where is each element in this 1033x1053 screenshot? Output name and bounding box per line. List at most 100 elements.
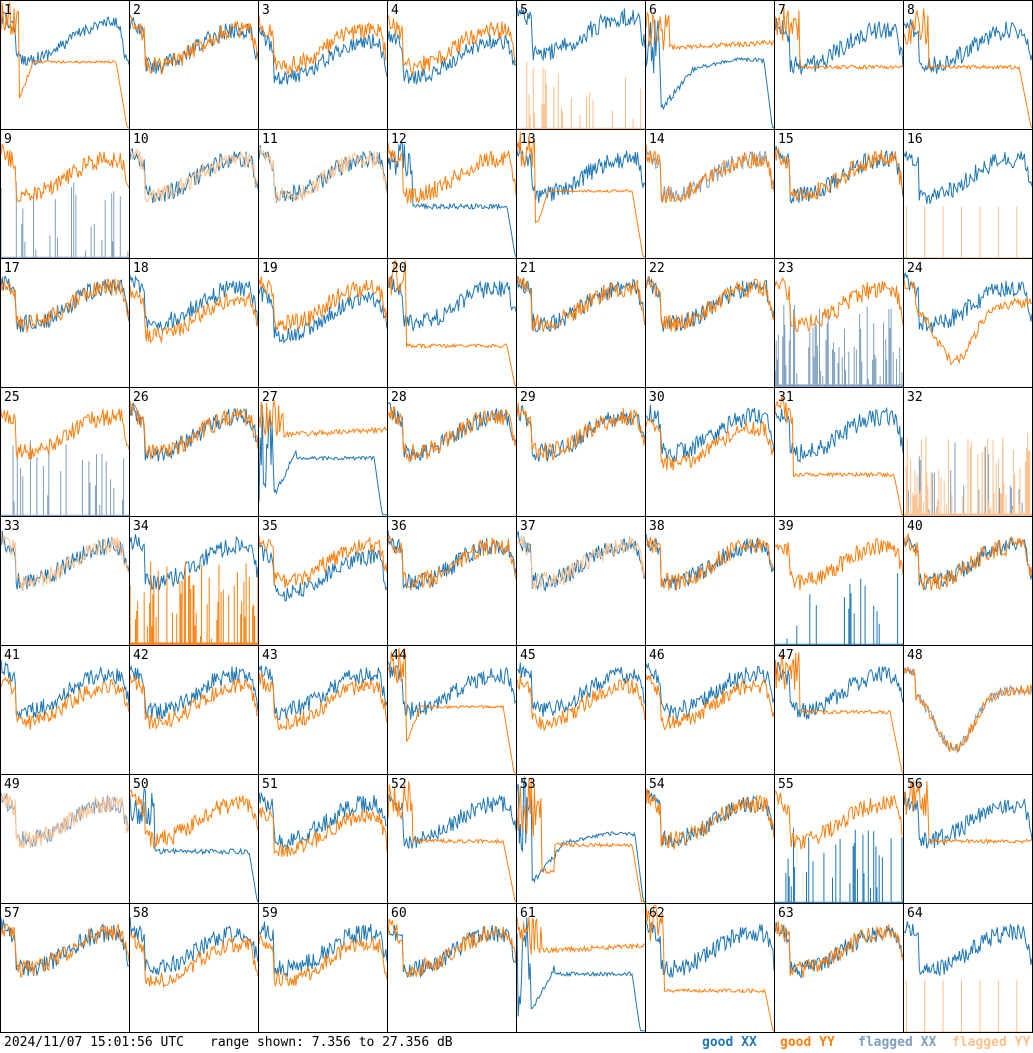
panel-label: 10 (133, 132, 149, 147)
panel-plot-area (129, 664, 258, 731)
panel-23: 23 (774, 258, 904, 388)
panel-plot-area (0, 272, 129, 333)
series-xx-line (774, 827, 903, 903)
panel-label: 11 (262, 132, 278, 147)
series-xx-line (0, 917, 129, 977)
series-yy-line (0, 2, 129, 129)
series-xx-line (903, 151, 1032, 204)
panel-label: 24 (907, 261, 923, 276)
panel-label: 33 (4, 519, 20, 534)
panel-36: 36 (387, 516, 517, 646)
panel-label: 25 (4, 390, 20, 405)
panel-border (0, 0, 130, 130)
series-yy-line (774, 537, 903, 591)
panel-plot-area (903, 151, 1032, 258)
footer: 2024/11/07 15:01:56 UTC range shown: 7.3… (0, 1033, 1033, 1053)
series-yy-line (516, 916, 645, 955)
panel-border (258, 387, 388, 517)
panel-plot-area (645, 662, 774, 731)
panel-48: 48 (903, 645, 1033, 775)
series-yy-line (903, 8, 1032, 128)
series-yy-line (0, 676, 129, 730)
panel-47: 47 (774, 645, 904, 775)
panel-plot-area (516, 7, 645, 129)
panel-label: 12 (391, 132, 407, 147)
series-yy-line (387, 781, 516, 902)
panel-62: 62 (645, 903, 775, 1033)
series-xx-line (129, 274, 258, 334)
panel-56: 56 (903, 774, 1033, 904)
panel-41: 41 (0, 645, 130, 775)
panel-label: 43 (262, 648, 278, 663)
panel-22: 22 (645, 258, 775, 388)
timestamp: 2024/11/07 15:01:56 UTC (4, 1035, 185, 1050)
series-yy-line (129, 933, 258, 989)
series-yy-line (129, 674, 258, 731)
panel-plot-area (903, 666, 1032, 753)
panel-plot-area (903, 780, 1032, 849)
panel-label: 28 (391, 390, 407, 405)
panel-plot-area (387, 781, 516, 902)
panel-label: 20 (391, 261, 407, 276)
legend-good-xx: good XX (702, 1035, 757, 1050)
series-xx-line (258, 286, 387, 344)
panel-plot-area (387, 647, 516, 774)
panel-plot-area (129, 400, 258, 462)
panel-plot-area (129, 917, 258, 989)
panel-label: 50 (133, 777, 149, 792)
series-xx-line (645, 3, 774, 129)
panel-plot-area (645, 905, 774, 1032)
panel-border (129, 774, 259, 904)
panel-12: 12 (387, 129, 517, 259)
panel-border (387, 903, 517, 1033)
panel-label: 34 (133, 519, 149, 534)
panel-53: 53 (516, 774, 646, 904)
panel-label: 55 (778, 777, 794, 792)
series-yy-line (516, 777, 645, 903)
series-yy-line (516, 131, 645, 258)
panel-label: 14 (649, 132, 665, 147)
panel-plot-area (0, 142, 129, 258)
panel-plot-area (903, 533, 1032, 591)
panel-plot-area (645, 533, 774, 591)
panel-25: 25 (0, 387, 130, 517)
panel-plot-area (258, 921, 387, 987)
panel-plot-area (774, 790, 903, 903)
series-xx-line (903, 272, 1032, 333)
panel-plot-area (0, 2, 129, 129)
panel-46: 46 (645, 645, 775, 775)
panel-54: 54 (645, 774, 775, 904)
panel-plot-area (258, 792, 387, 858)
panel-label: 64 (907, 906, 923, 921)
panel-plot-area (516, 402, 645, 462)
panel-plot-area (0, 659, 129, 730)
panel-57: 57 (0, 903, 130, 1033)
panel-border (903, 645, 1033, 775)
panel-6: 6 (645, 0, 775, 130)
panel-label: 47 (778, 648, 794, 663)
series-yy-line (387, 535, 516, 589)
panel-20: 20 (387, 258, 517, 388)
series-yy-line (387, 918, 516, 978)
panel-43: 43 (258, 645, 388, 775)
series-yy-line (258, 804, 387, 858)
panel-label: 53 (520, 777, 536, 792)
panel-21: 21 (516, 258, 646, 388)
panel-plot-area (258, 276, 387, 344)
series-yy-line (774, 6, 903, 71)
panel-18: 18 (129, 258, 259, 388)
panel-2: 2 (129, 0, 259, 130)
panel-border (0, 129, 130, 259)
panel-plot-area (129, 274, 258, 345)
series-xx-line (387, 791, 516, 849)
series-xx-line (903, 788, 1032, 849)
series-yy-line (387, 406, 516, 464)
panel-34: 34 (129, 516, 259, 646)
series-yy-line (645, 275, 774, 332)
panel-61: 61 (516, 903, 646, 1033)
series-xx-line (0, 182, 129, 258)
panel-plot-area (0, 790, 129, 849)
panel-17: 17 (0, 258, 130, 388)
panel-label: 22 (649, 261, 665, 276)
